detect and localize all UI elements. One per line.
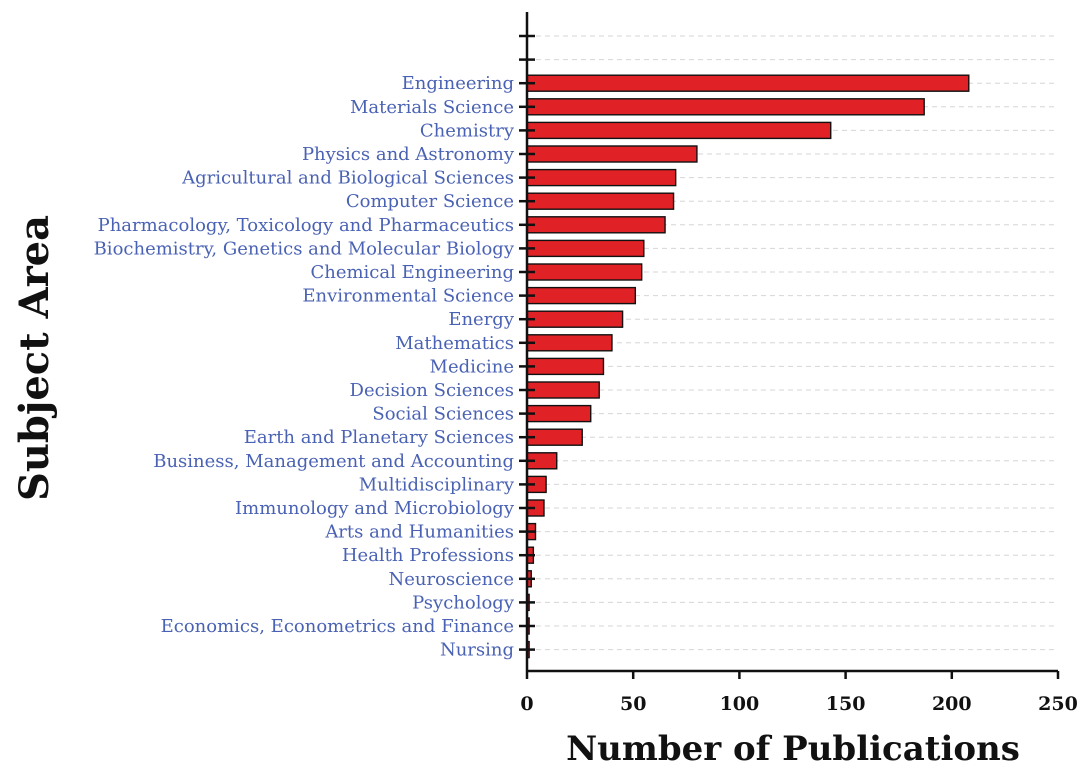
category-label: Business, Management and Accounting: [153, 451, 514, 472]
bar: [526, 145, 698, 163]
category-label: Immunology and Microbiology: [235, 498, 515, 519]
bar: [526, 381, 600, 399]
category-label: Earth and Planetary Sciences: [244, 427, 514, 448]
category-label: Chemistry: [420, 120, 515, 141]
bar: [526, 286, 637, 305]
category-label: Environmental Science: [302, 286, 514, 307]
category-label: Chemical Engineering: [310, 262, 514, 283]
category-label: Energy: [448, 309, 515, 330]
category-label: Arts and Humanities: [324, 522, 514, 543]
category-label: Neuroscience: [389, 569, 515, 590]
gridlines: [527, 35, 1058, 651]
category-label: Social Sciences: [372, 404, 514, 425]
bar: [526, 357, 605, 376]
bar: [526, 192, 675, 210]
category-label: Health Professions: [342, 545, 514, 566]
category-label: Psychology: [412, 592, 515, 613]
bar: [526, 404, 592, 423]
category-label: Multidisciplinary: [359, 474, 515, 495]
category-label: Nursing: [440, 640, 514, 661]
category-label: Agricultural and Biological Sciences: [181, 168, 514, 189]
bar: [526, 74, 970, 92]
bar: [526, 428, 583, 446]
bar: [526, 168, 677, 187]
category-label: Physics and Astronomy: [302, 144, 515, 165]
bar: [526, 239, 645, 258]
y-axis-title: Subject Area: [11, 215, 58, 501]
bar: [526, 263, 643, 281]
x-tick-label: 100: [720, 693, 760, 715]
category-label: Pharmacology, Toxicology and Pharmaceuti…: [98, 215, 514, 236]
bar: [526, 98, 925, 116]
category-label: Economics, Econometrics and Finance: [161, 616, 514, 637]
category-label: Materials Science: [350, 97, 514, 118]
category-label: Biochemistry, Genetics and Molecular Bio…: [94, 238, 515, 259]
category-label: Decision Sciences: [350, 380, 514, 401]
bar: [526, 310, 624, 328]
bar: [526, 121, 832, 140]
x-tick-label: 250: [1038, 693, 1078, 715]
x-tick-label: 50: [620, 693, 646, 715]
category-label: Medicine: [430, 356, 514, 377]
bar: [526, 334, 613, 352]
category-label: Mathematics: [395, 333, 514, 354]
bar: [526, 216, 666, 234]
x-axis-ticks: 0 50 100 150 200 250: [520, 671, 1078, 715]
x-axis-title: Number of Publications: [566, 729, 1020, 766]
x-tick-label: 150: [826, 693, 866, 715]
category-label: Computer Science: [346, 191, 514, 212]
x-tick-label: 200: [932, 693, 972, 715]
category-label: Engineering: [402, 73, 514, 94]
x-tick-label: 0: [520, 693, 533, 715]
